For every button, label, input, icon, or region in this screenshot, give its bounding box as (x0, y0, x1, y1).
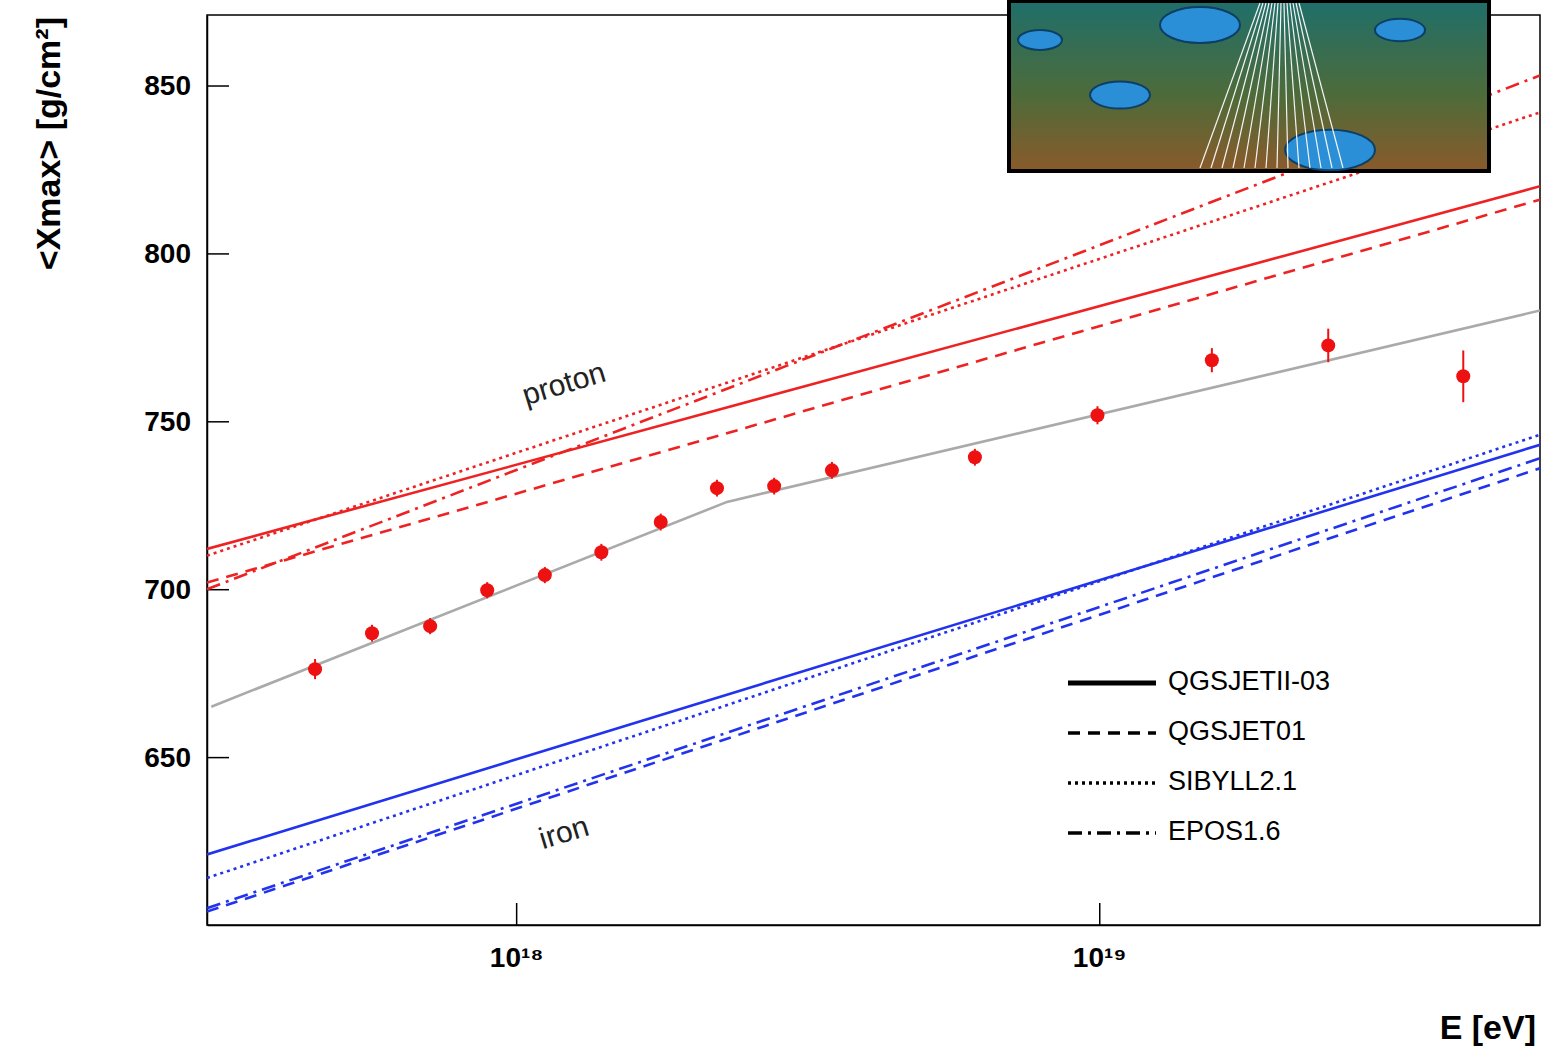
data-point (538, 568, 552, 582)
legend-entry: QGSJET01 (1068, 716, 1306, 746)
data-point (1456, 369, 1470, 383)
series-line (207, 445, 1540, 855)
y-tick-label: 750 (144, 406, 191, 437)
plot-frame (207, 15, 1540, 925)
legend-swatch (1068, 831, 1156, 835)
legend-label: QGSJETII-03 (1168, 666, 1330, 696)
y-tick: 750 (144, 406, 229, 437)
inset-ray (1222, 3, 1266, 168)
data-point (480, 583, 494, 597)
y-tick: 650 (144, 742, 229, 773)
legend-label: SIBYLL2.1 (1168, 766, 1297, 796)
inset-tank (1160, 7, 1240, 43)
legend-label: QGSJET01 (1168, 716, 1306, 746)
inset-ray (1299, 3, 1343, 168)
series-line (207, 186, 1540, 549)
y-tick-mark (207, 757, 229, 759)
annotation: proton (518, 355, 609, 411)
chart: 10¹⁸ 10¹⁹ 650 700 750 800 850 proton iron QGSJETI… (0, 0, 1554, 1061)
series-line (211, 310, 1540, 706)
x-axis-title: E [eV] (1440, 1008, 1536, 1046)
legend: QGSJETII-03 QGSJET01 SIBYLL2.1 EPOS1.6 (1068, 666, 1330, 846)
x-tick-mark (1099, 903, 1101, 925)
x-tick: 10¹⁸ (490, 903, 544, 973)
data-point (767, 479, 781, 493)
legend-label: EPOS1.6 (1168, 816, 1281, 846)
inset-tank (1375, 19, 1425, 42)
inset-tank (1090, 82, 1150, 109)
annotation: iron (535, 809, 592, 855)
legend-entry: SIBYLL2.1 (1068, 766, 1297, 796)
data-point (1090, 408, 1104, 422)
data-point (308, 662, 322, 676)
data-point (710, 481, 724, 495)
y-tick: 800 (144, 238, 229, 269)
inset-ray (1211, 3, 1263, 168)
data-point (968, 450, 982, 464)
y-tick-label: 700 (144, 574, 191, 605)
inset-tank (1018, 30, 1062, 50)
inset-ray (1233, 3, 1269, 168)
y-tick-label: 800 (144, 238, 191, 269)
series-line (207, 468, 1540, 911)
inset-frame (1009, 1, 1489, 171)
legend-swatch (1068, 781, 1156, 785)
inset-ray (1293, 3, 1321, 168)
data-point (594, 545, 608, 559)
y-tick: 850 (144, 70, 229, 101)
inset-ray (1277, 3, 1281, 168)
legend-entry: QGSJETII-03 (1068, 666, 1330, 696)
y-tick-mark (207, 253, 229, 255)
y-tick-label: 650 (144, 742, 191, 773)
series-line (207, 112, 1540, 555)
y-tick-mark (207, 85, 229, 87)
y-axis-title: <Xmax> [g/cm²] (29, 17, 67, 270)
x-tick-label: 10¹⁸ (490, 942, 544, 973)
data-point (1205, 353, 1219, 367)
x-axis: 10¹⁸ 10¹⁹ (208, 903, 1541, 973)
legend-swatch (1068, 731, 1156, 735)
x-tick-label: 10¹⁹ (1073, 942, 1127, 973)
y-axis-line (207, 16, 209, 926)
inset-ray (1266, 3, 1278, 168)
y-axis: 650 700 750 800 850 (144, 16, 229, 926)
y-tick-label: 850 (144, 70, 191, 101)
inset-ray (1284, 3, 1288, 168)
legend-entry: EPOS1.6 (1068, 816, 1281, 846)
marks (207, 75, 1540, 911)
inset-ray (1296, 3, 1332, 168)
data-point (825, 463, 839, 477)
y-tick: 700 (144, 574, 229, 605)
x-tick: 10¹⁹ (1073, 903, 1127, 973)
y-tick-mark (207, 421, 229, 423)
data-point (423, 619, 437, 633)
x-tick-mark (516, 903, 518, 925)
series-line (207, 75, 1540, 589)
series-line (207, 435, 1540, 878)
series-line (207, 458, 1540, 908)
data-point (365, 626, 379, 640)
inset-image (1009, 1, 1489, 171)
data-point (1321, 338, 1335, 352)
plot: 10¹⁸ 10¹⁹ 650 700 750 800 850 proton iron QGSJETI… (144, 15, 1540, 973)
data-point (654, 515, 668, 529)
legend-swatch (1068, 681, 1156, 686)
x-axis-line (208, 925, 1541, 927)
